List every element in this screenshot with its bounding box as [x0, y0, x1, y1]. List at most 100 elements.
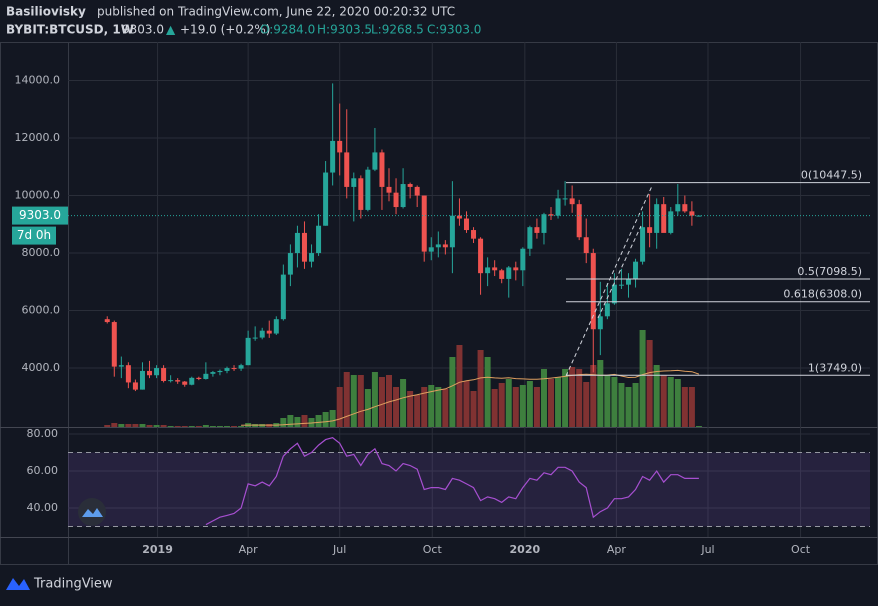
candle-body [330, 140, 336, 173]
volume-bar [118, 424, 125, 427]
candle-body [393, 192, 399, 208]
rsi-tick-label: 40.00 [27, 501, 59, 514]
y-tick-label: 8000.0 [22, 246, 61, 259]
published-info: published on TradingView.com, June 22, 2… [97, 5, 455, 19]
x-tick-label: 2020 [510, 543, 541, 556]
candle-body [485, 267, 491, 274]
volume-bar [625, 387, 632, 427]
candle-body [294, 232, 300, 254]
candle-body [675, 204, 681, 212]
candle-body [344, 152, 350, 187]
logo-icon [6, 578, 30, 590]
volume-bar [505, 379, 512, 427]
volume-bar [688, 387, 695, 427]
candle-body [280, 274, 286, 320]
candle-body [189, 377, 195, 385]
candle-body [147, 370, 153, 376]
volume-bar [695, 426, 702, 427]
candle-body [478, 238, 484, 274]
candle-body [534, 227, 540, 233]
candle-body [203, 373, 209, 379]
fib-label: 0(10447.5) [801, 169, 862, 182]
last-value: 9303.0 [122, 23, 164, 37]
ohlc-open: O:9284.0 [260, 23, 315, 37]
volume-bar [357, 375, 364, 427]
volume-bar [484, 357, 491, 427]
candle-body [562, 198, 568, 200]
volume-bar [442, 389, 449, 427]
ohlc-low: L:9268.5 [371, 23, 424, 37]
volume-bar [301, 415, 308, 427]
volume-bar [562, 369, 569, 427]
candle-body [210, 372, 216, 374]
countdown-label: 7d 0h [17, 228, 51, 242]
candle-body [182, 381, 188, 385]
candle-body [471, 230, 477, 239]
grid [68, 42, 870, 537]
candle-body [414, 186, 420, 196]
volume-bar [153, 425, 160, 427]
candle-body [640, 227, 646, 262]
candle-body [442, 244, 448, 248]
x-tick-label: Jul [700, 543, 714, 556]
volume-ma [241, 369, 700, 426]
candle-body [604, 303, 610, 317]
volume-bar [111, 423, 118, 427]
candle-body [238, 365, 244, 369]
candle-body [428, 247, 434, 252]
volume-bar [132, 424, 139, 427]
volume-bar [597, 360, 604, 427]
volume-bar [449, 357, 456, 427]
watermark [78, 498, 106, 526]
volume-bar [209, 426, 216, 427]
candle-body [435, 244, 441, 248]
candle-body [196, 377, 202, 379]
volume-bar [195, 426, 202, 427]
ohlc-high: H:9303.5 [317, 23, 372, 37]
overlay: 0(10447.5) 0.5(7098.5) 0.618(6308.0) 1(3749… [565, 169, 870, 377]
volume-bar [590, 365, 597, 427]
volume-bar [125, 424, 132, 427]
volume-bar [611, 377, 618, 427]
volume-bar [576, 369, 583, 427]
candle-body [548, 214, 554, 216]
volume-bar [639, 330, 646, 427]
candle-body [309, 253, 315, 262]
volume-bar [477, 350, 484, 427]
volume-bar [181, 426, 188, 427]
candle-body [625, 278, 631, 285]
y-tick-label: 12000.0 [15, 131, 61, 144]
candle-body [456, 215, 462, 219]
volume-bar [519, 385, 526, 427]
volume-bar [421, 387, 428, 427]
candle-body [499, 270, 505, 279]
candle-body [618, 284, 624, 286]
rsi-band [68, 452, 870, 527]
candle-body [668, 211, 674, 233]
candle-body [527, 227, 533, 249]
candle-body [386, 186, 392, 193]
candle-body [266, 330, 272, 334]
candle-body [161, 368, 167, 381]
volume-bar [378, 377, 385, 427]
change: +19.0 (+0.2%) [180, 23, 271, 37]
candle-body [358, 178, 364, 210]
trend-line [597, 225, 642, 319]
volume-bar [498, 383, 505, 427]
candle-body [611, 284, 617, 304]
volume-bar [548, 379, 555, 427]
rsi-tick-label: 80.00 [27, 427, 59, 440]
y-tick-label: 4000.0 [22, 361, 61, 374]
volume-bar [343, 372, 350, 427]
candles [104, 83, 702, 392]
volume-bar [202, 425, 209, 427]
candle-body [513, 267, 519, 271]
rsi-pane [68, 437, 870, 527]
fib-label: 0.618(6308.0) [783, 288, 862, 301]
volume-bar [393, 387, 400, 427]
volume-bar [287, 415, 294, 427]
volume-bar [533, 387, 540, 427]
